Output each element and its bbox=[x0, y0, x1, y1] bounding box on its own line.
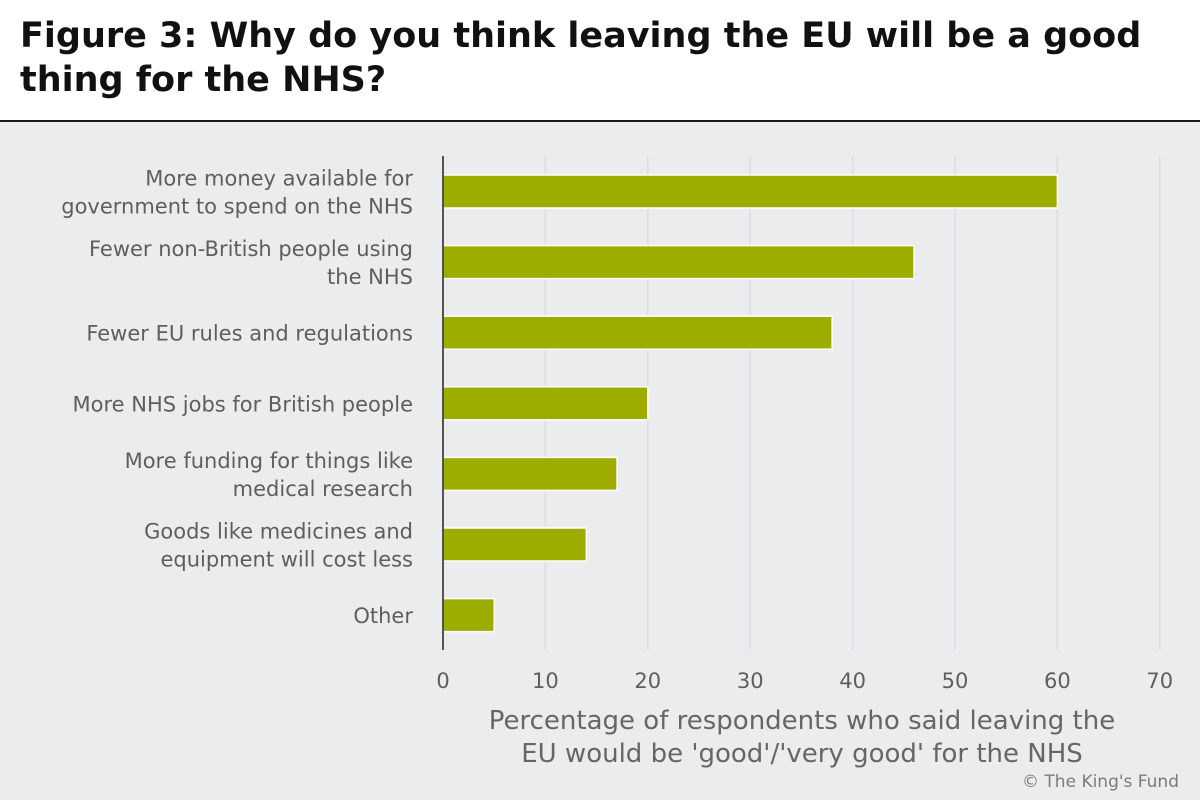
bar bbox=[442, 244, 915, 280]
bar bbox=[442, 527, 588, 562]
bar bbox=[442, 386, 649, 421]
bar bbox=[442, 315, 833, 350]
x-tick-label: 70 bbox=[1146, 669, 1173, 693]
x-tick-label: 10 bbox=[532, 669, 559, 693]
x-tick-label: 0 bbox=[436, 669, 449, 693]
category-label: Other bbox=[353, 604, 413, 628]
x-tick-label: 20 bbox=[634, 669, 661, 693]
category-label: More funding for things like medical rese… bbox=[125, 449, 413, 501]
category-label: Fewer EU rules and regulations bbox=[86, 322, 413, 346]
credit-text: © The King's Fund bbox=[1022, 772, 1179, 792]
category-label: Goods like medicines and equipment will c… bbox=[144, 520, 413, 572]
bar bbox=[442, 174, 1059, 209]
bars bbox=[442, 174, 1059, 633]
category-label: More NHS jobs for British people bbox=[73, 392, 413, 416]
x-tick-label: 40 bbox=[839, 669, 866, 693]
bar bbox=[442, 456, 618, 492]
category-label: More money available for government to sp… bbox=[61, 167, 413, 219]
header: Figure 3: Why do you think leaving the E… bbox=[0, 0, 1200, 122]
x-tick-label: 30 bbox=[737, 669, 764, 693]
bar bbox=[442, 597, 495, 633]
category-label: Fewer non-British people using the NHS bbox=[89, 237, 413, 289]
x-tick-labels: 0 10 20 30 40 50 60 70 bbox=[436, 669, 1173, 693]
x-axis-title: Percentage of respondents who said leavi… bbox=[489, 706, 1115, 769]
x-tick-label: 60 bbox=[1044, 669, 1071, 693]
category-labels: More money available for government to sp… bbox=[61, 167, 413, 629]
chart-title: Figure 3: Why do you think leaving the E… bbox=[20, 16, 1142, 100]
x-tick-label: 50 bbox=[942, 669, 969, 693]
